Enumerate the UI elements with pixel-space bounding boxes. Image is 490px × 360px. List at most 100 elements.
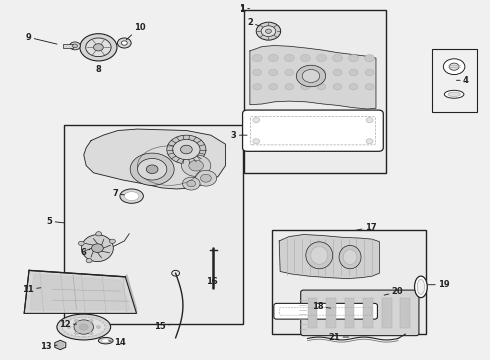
Text: 7: 7 <box>112 189 124 198</box>
Circle shape <box>74 332 78 335</box>
Circle shape <box>269 54 278 62</box>
Circle shape <box>296 65 326 87</box>
Text: 17: 17 <box>354 223 376 232</box>
Circle shape <box>182 177 200 190</box>
Text: 1: 1 <box>239 5 245 14</box>
Ellipse shape <box>57 314 111 340</box>
Bar <box>363 298 373 328</box>
Text: 6: 6 <box>80 248 90 257</box>
Circle shape <box>269 84 278 90</box>
Circle shape <box>187 180 196 187</box>
Circle shape <box>301 69 310 76</box>
Polygon shape <box>125 275 137 314</box>
Circle shape <box>300 54 310 62</box>
Ellipse shape <box>306 242 333 269</box>
Text: 18: 18 <box>312 302 331 311</box>
Polygon shape <box>279 234 379 279</box>
Text: 5: 5 <box>47 217 64 226</box>
Polygon shape <box>250 45 376 109</box>
Circle shape <box>256 22 281 40</box>
Circle shape <box>181 155 211 176</box>
Circle shape <box>79 324 88 330</box>
Text: 21: 21 <box>328 333 349 342</box>
Text: 14: 14 <box>109 338 126 347</box>
Ellipse shape <box>98 337 113 344</box>
Circle shape <box>333 69 342 76</box>
Text: 10: 10 <box>126 23 145 40</box>
Text: 11: 11 <box>22 285 41 294</box>
Ellipse shape <box>120 189 144 203</box>
Bar <box>63 44 73 48</box>
Text: 2: 2 <box>247 18 259 27</box>
Circle shape <box>138 158 167 180</box>
Circle shape <box>269 69 278 76</box>
Circle shape <box>73 44 77 48</box>
Circle shape <box>86 38 111 57</box>
Bar <box>382 298 392 328</box>
Circle shape <box>366 139 373 144</box>
Circle shape <box>252 54 262 62</box>
Ellipse shape <box>101 339 110 342</box>
Ellipse shape <box>311 246 328 264</box>
Ellipse shape <box>124 192 139 201</box>
Circle shape <box>118 38 131 48</box>
Ellipse shape <box>415 276 427 298</box>
Circle shape <box>253 84 262 90</box>
Polygon shape <box>84 129 225 189</box>
Circle shape <box>80 34 117 61</box>
Bar <box>326 298 336 328</box>
FancyBboxPatch shape <box>301 290 419 336</box>
Circle shape <box>449 63 459 70</box>
Ellipse shape <box>62 317 105 337</box>
Polygon shape <box>24 270 137 314</box>
Circle shape <box>70 42 80 50</box>
Circle shape <box>253 139 260 144</box>
Circle shape <box>253 69 262 76</box>
Circle shape <box>365 54 374 62</box>
Circle shape <box>317 69 326 76</box>
Bar <box>64 125 243 324</box>
Circle shape <box>94 44 103 51</box>
Circle shape <box>285 84 294 90</box>
Circle shape <box>147 165 158 174</box>
Bar <box>272 230 426 334</box>
Text: 12: 12 <box>59 320 76 329</box>
Circle shape <box>67 325 71 328</box>
Ellipse shape <box>448 92 460 96</box>
Text: 4: 4 <box>457 76 469 85</box>
Circle shape <box>172 139 200 159</box>
Text: 1: 1 <box>239 4 249 13</box>
Ellipse shape <box>417 279 424 294</box>
Circle shape <box>130 153 174 185</box>
Circle shape <box>189 160 203 171</box>
FancyBboxPatch shape <box>274 303 377 319</box>
FancyBboxPatch shape <box>243 110 383 151</box>
Circle shape <box>96 232 101 236</box>
Circle shape <box>89 319 93 322</box>
Ellipse shape <box>444 90 464 98</box>
Bar <box>244 10 386 173</box>
Bar <box>344 298 354 328</box>
Text: 16: 16 <box>206 276 218 285</box>
Circle shape <box>443 59 465 75</box>
Circle shape <box>57 342 64 347</box>
Circle shape <box>349 54 358 62</box>
Circle shape <box>122 41 127 45</box>
Circle shape <box>261 26 276 37</box>
Circle shape <box>366 118 373 123</box>
Circle shape <box>97 325 100 328</box>
Circle shape <box>349 69 358 76</box>
Circle shape <box>180 145 192 154</box>
Circle shape <box>365 84 374 90</box>
Circle shape <box>284 54 294 62</box>
Circle shape <box>78 241 84 246</box>
Circle shape <box>349 84 358 90</box>
Circle shape <box>110 239 115 243</box>
Text: 3: 3 <box>231 131 247 140</box>
Bar <box>432 49 477 112</box>
Circle shape <box>317 84 326 90</box>
Circle shape <box>92 244 103 252</box>
Circle shape <box>253 118 260 123</box>
Circle shape <box>301 84 310 90</box>
Ellipse shape <box>81 235 113 262</box>
